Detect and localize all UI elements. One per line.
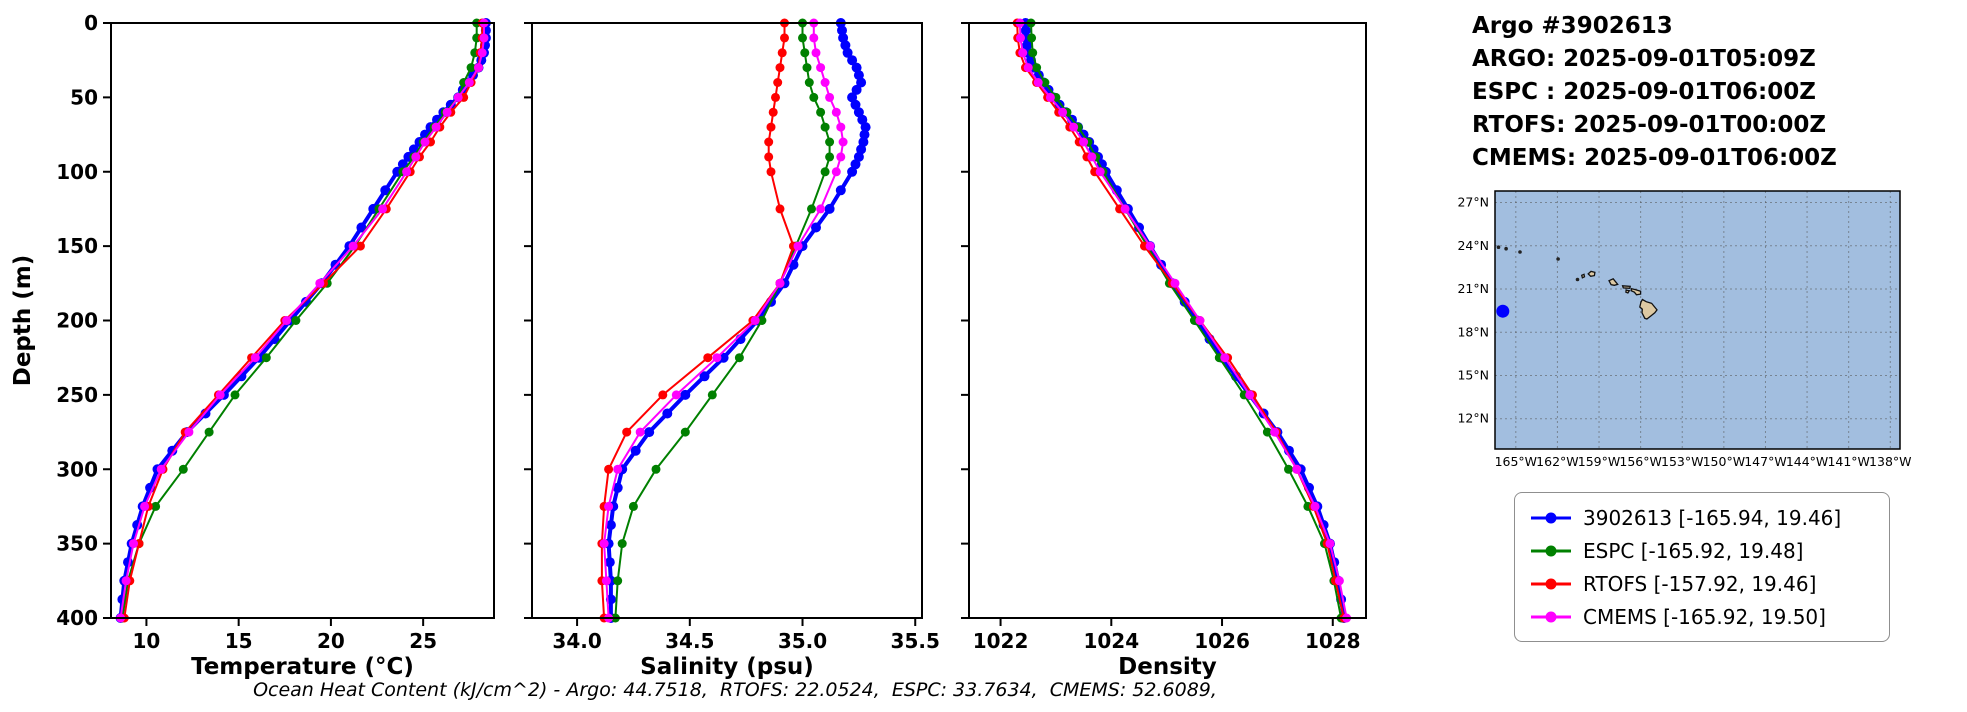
svg-text:34.5: 34.5 xyxy=(665,629,714,653)
legend-label: CMEMS [-165.92, 19.50] xyxy=(1583,604,1826,629)
svg-text:50: 50 xyxy=(70,85,98,109)
x-axis: 34.0 34.5 35.0 35.5 xyxy=(552,618,940,653)
island-lanai xyxy=(1625,289,1631,294)
y-axis xyxy=(961,22,969,619)
svg-text:20: 20 xyxy=(317,629,345,653)
legend-label: 3902613 [-165.94, 19.46] xyxy=(1583,505,1842,530)
salinity-panel: 34.0 34.5 35.0 35.5 Salinity (psu) xyxy=(524,18,940,680)
svg-text:150: 150 xyxy=(56,234,98,258)
argo-timestamp: ARGO: 2025-09-01T05:09Z xyxy=(1472,46,1816,72)
x-axis: 10 15 20 25 xyxy=(133,618,437,653)
temperature-panel: 10 15 20 25050100150200250300350400Temperat… xyxy=(10,11,495,680)
y-axis-label: Depth (m) xyxy=(10,255,36,387)
island-oahu xyxy=(1608,278,1619,286)
svg-text:35.0: 35.0 xyxy=(778,629,827,653)
svg-text:153°W: 153°W xyxy=(1661,454,1703,469)
svg-text:1028: 1028 xyxy=(1305,629,1361,653)
espc-line-marker-icon xyxy=(1531,545,1571,556)
svg-text:200: 200 xyxy=(56,309,98,333)
legend-item-rtofs: RTOFS [-157.92, 19.46] xyxy=(1529,567,1875,600)
island-molokai xyxy=(1621,285,1631,289)
density-panel: 1022 1024 1026 1028 Density xyxy=(961,18,1367,680)
svg-text:400: 400 xyxy=(56,606,98,630)
espc-timestamp: ESPC : 2025-09-01T06:00Z xyxy=(1472,79,1816,105)
svg-text:250: 250 xyxy=(56,383,98,407)
chart-legend: 3902613 [-165.94, 19.46] ESPC [-165.92, … xyxy=(1514,492,1890,642)
svg-text:159°W: 159°W xyxy=(1578,454,1620,469)
svg-text:25: 25 xyxy=(409,629,437,653)
island-hawaii xyxy=(1639,298,1658,320)
svg-text:15: 15 xyxy=(225,629,253,653)
y-axis: 0 50 100 150 200 250 300 350 400 xyxy=(56,11,111,630)
cmems-timestamp: CMEMS: 2025-09-01T06:00Z xyxy=(1472,145,1837,171)
svg-text:34.0: 34.0 xyxy=(552,629,601,653)
svg-text:100: 100 xyxy=(56,160,98,184)
rtofs-timestamp: RTOFS: 2025-09-01T00:00Z xyxy=(1472,112,1827,138)
svg-text:0: 0 xyxy=(84,11,98,35)
map-border xyxy=(1494,190,1901,450)
svg-text:147°W: 147°W xyxy=(1744,454,1786,469)
islet-dot xyxy=(1556,257,1560,261)
legend-label: RTOFS [-157.92, 19.46] xyxy=(1583,571,1817,596)
svg-text:35.5: 35.5 xyxy=(891,629,940,653)
float-title: Argo #3902613 xyxy=(1472,13,1673,39)
float-info-header: Argo #3902613 ARGO: 2025-09-01T05:09Z ES… xyxy=(1472,10,1837,175)
svg-text:18°N: 18°N xyxy=(1457,324,1489,339)
legend-item-argo: 3902613 [-165.94, 19.46] xyxy=(1529,501,1875,534)
svg-text:144°W: 144°W xyxy=(1786,454,1828,469)
x-axis-label: Temperature (°C) xyxy=(191,654,414,680)
svg-text:300: 300 xyxy=(56,457,98,481)
series-CMEMS xyxy=(116,18,489,623)
map-ocean xyxy=(1495,191,1900,449)
island-niihau xyxy=(1580,273,1586,279)
island-kauai xyxy=(1587,270,1596,278)
islet-dot xyxy=(1575,277,1580,282)
y-axis xyxy=(524,22,532,619)
svg-text:24°N: 24°N xyxy=(1457,238,1489,253)
islet-dot xyxy=(1496,245,1501,249)
series-3902613 xyxy=(603,18,871,623)
cmems-line-marker-icon xyxy=(1531,611,1571,622)
series-CMEMS xyxy=(599,18,848,623)
x-axis: 1022 1024 1026 1028 xyxy=(973,618,1361,653)
svg-text:1024: 1024 xyxy=(1083,629,1139,653)
argo-line-marker-icon xyxy=(1531,512,1571,523)
x-axis-label: Salinity (psu) xyxy=(640,654,814,680)
svg-text:165°W: 165°W xyxy=(1495,454,1537,469)
legend-item-espc: ESPC [-165.92, 19.48] xyxy=(1529,534,1875,567)
svg-text:27°N: 27°N xyxy=(1457,195,1489,210)
legend-label: ESPC [-165.92, 19.48] xyxy=(1583,538,1804,563)
svg-text:1022: 1022 xyxy=(973,629,1029,653)
svg-text:1026: 1026 xyxy=(1194,629,1250,653)
svg-text:10: 10 xyxy=(133,629,161,653)
svg-text:162°W: 162°W xyxy=(1536,454,1578,469)
map-gridlines xyxy=(1495,191,1900,449)
islet-dot xyxy=(1504,246,1508,251)
x-axis-label: Density xyxy=(1118,654,1217,680)
svg-text:21°N: 21°N xyxy=(1457,281,1489,296)
svg-text:12°N: 12°N xyxy=(1457,411,1489,426)
svg-text:350: 350 xyxy=(56,532,98,556)
ocean-heat-content-caption: Ocean Heat Content (kJ/cm^2) - Argo: 44.… xyxy=(253,679,1217,701)
svg-text:138°W: 138°W xyxy=(1869,454,1911,469)
islet-dot xyxy=(1518,250,1522,254)
rtofs-line-marker-icon xyxy=(1531,578,1571,589)
svg-text:150°W: 150°W xyxy=(1703,454,1745,469)
legend-item-cmems: CMEMS [-165.92, 19.50] xyxy=(1529,600,1875,633)
svg-text:156°W: 156°W xyxy=(1619,454,1661,469)
float-position-marker xyxy=(1496,304,1510,318)
svg-text:141°W: 141°W xyxy=(1827,454,1869,469)
profile-charts: 10 15 20 25050100150200250300350400Temperat… xyxy=(10,11,1367,680)
svg-text:15°N: 15°N xyxy=(1457,367,1489,382)
island-maui xyxy=(1630,287,1642,296)
